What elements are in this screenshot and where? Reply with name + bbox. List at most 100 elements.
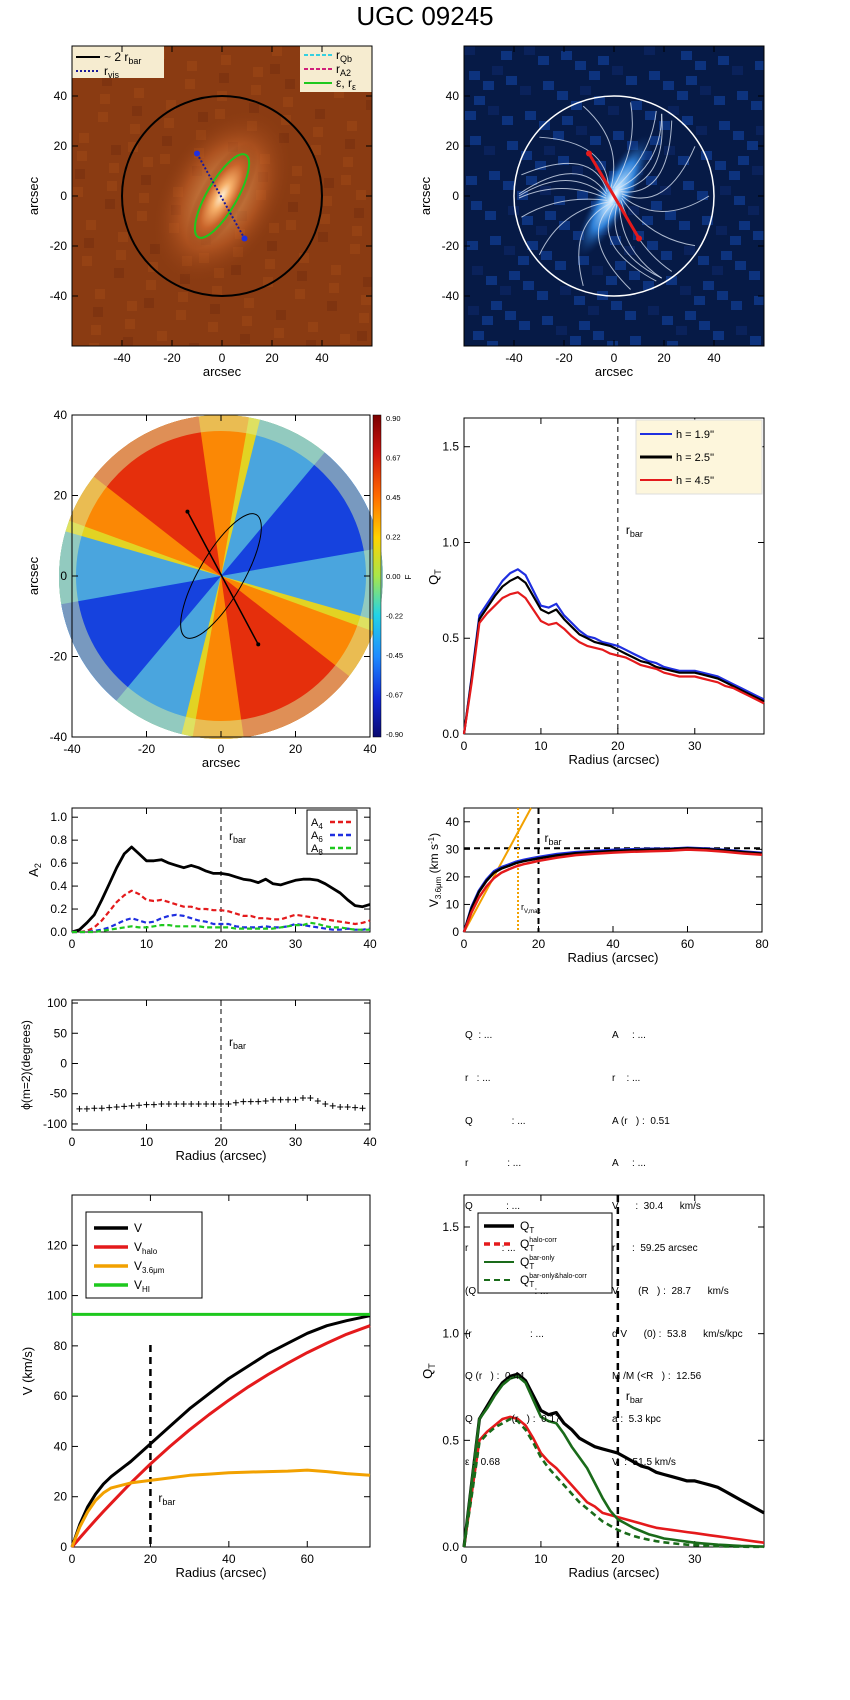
noise-pixel xyxy=(267,241,277,251)
contour-line xyxy=(620,200,673,272)
noise-pixel xyxy=(272,46,282,56)
y-tick-label: 20 xyxy=(446,139,460,153)
rbar-label: rbar xyxy=(545,831,562,847)
stat-row: Q (r ) : 0.17 xyxy=(465,1413,561,1425)
y-tick-label: 0.2 xyxy=(50,902,67,916)
x-tick-label: 60 xyxy=(681,937,695,951)
noise-pixel xyxy=(539,121,550,130)
noise-pixel xyxy=(215,109,225,119)
colorbar-tick-label: 0.67 xyxy=(386,454,401,463)
y-tick-label: 30 xyxy=(446,842,460,856)
noise-pixel xyxy=(719,121,730,130)
stats-right-column: A : ... r : ... A (r ) : 0.51 A : ... V … xyxy=(612,1001,743,1484)
x-axis-label: Radius (arcsec) xyxy=(568,752,659,767)
noise-pixel xyxy=(698,256,709,265)
phase-point xyxy=(165,1101,172,1107)
noise-pixel xyxy=(751,101,762,110)
colorbar-tick-label: 0.22 xyxy=(386,533,401,542)
noise-pixel xyxy=(340,334,350,344)
noise-pixel xyxy=(354,208,364,218)
qt-component-0 xyxy=(462,1372,765,1548)
noise-pixel xyxy=(748,206,759,215)
x-tick-label: 0 xyxy=(69,1552,76,1566)
noise-pixel xyxy=(538,56,549,65)
contour-line xyxy=(518,180,607,197)
qt-component-2 xyxy=(462,1375,765,1548)
noise-pixel xyxy=(487,341,498,346)
noise-pixel xyxy=(701,151,712,160)
contour-line xyxy=(598,203,631,290)
contour-line xyxy=(621,146,696,199)
noise-pixel xyxy=(683,181,694,190)
stat-row: A (r ) : 0.51 xyxy=(612,1115,670,1127)
noise-pixel xyxy=(721,251,732,260)
phase-point xyxy=(210,1101,217,1107)
noise-pixel xyxy=(521,151,532,160)
noise-pixel xyxy=(253,67,263,77)
noise-pixel xyxy=(553,131,564,140)
noise-pixel xyxy=(517,191,528,200)
noise-pixel xyxy=(162,136,172,146)
phase-point xyxy=(314,1097,321,1104)
noise-pixel xyxy=(507,141,518,150)
noise-pixel xyxy=(105,199,115,209)
noise-pixel xyxy=(677,91,688,100)
noise-pixel xyxy=(611,301,622,310)
noise-pixel xyxy=(650,136,661,145)
noise-pixel xyxy=(231,265,241,275)
noise-pixel xyxy=(357,331,367,341)
y-axis-label: V (km/s) xyxy=(20,1347,35,1395)
y-tick-label: -40 xyxy=(442,289,460,303)
phase-point xyxy=(240,1098,247,1105)
y-tick-label: -100 xyxy=(43,1117,67,1131)
noise-pixel xyxy=(285,79,295,89)
y-axis-label: V3.6μm (km s-1) xyxy=(427,833,443,907)
velocity-series-2 xyxy=(462,848,763,933)
noise-pixel xyxy=(545,211,556,220)
legend-box xyxy=(72,46,164,78)
x-tick-label: 80 xyxy=(755,937,769,951)
x-tick-label: 40 xyxy=(606,937,620,951)
x-tick-label: 20 xyxy=(144,1552,158,1566)
phase-point xyxy=(121,1103,128,1110)
noise-pixel xyxy=(572,166,583,175)
noise-pixel xyxy=(544,146,555,155)
noise-pixel xyxy=(730,236,741,245)
stat-row: A : ... xyxy=(612,1030,646,1042)
colorbar-tick-label: -0.67 xyxy=(386,691,403,700)
noise-pixel xyxy=(644,46,655,55)
noise-pixel xyxy=(474,96,485,105)
contour-line xyxy=(614,203,662,279)
phase-point xyxy=(173,1101,180,1107)
noise-pixel xyxy=(753,231,764,240)
x-tick-label: 10 xyxy=(534,739,548,753)
x-tick-label: 40 xyxy=(363,937,377,951)
noise-pixel xyxy=(735,261,746,270)
noise-pixel xyxy=(198,112,208,122)
y-axis-label: QT xyxy=(420,1363,437,1379)
stat-row: a : 5.3 kpc xyxy=(612,1413,661,1425)
colorbar-label: F xyxy=(404,574,413,579)
noise-pixel xyxy=(95,289,105,299)
y-tick-label: 20 xyxy=(54,489,68,503)
noise-pixel xyxy=(651,201,662,210)
noise-pixel xyxy=(144,298,154,308)
noise-pixel xyxy=(270,64,280,74)
amplitude-series-0 xyxy=(71,845,371,934)
x-tick-label: 40 xyxy=(222,1552,236,1566)
noise-pixel xyxy=(750,336,761,345)
noise-pixel xyxy=(470,136,481,145)
noise-pixel xyxy=(685,311,696,320)
noise-pixel xyxy=(288,202,298,212)
noise-pixel xyxy=(558,156,569,165)
noise-pixel xyxy=(680,286,691,295)
x-tick-label: 0 xyxy=(461,937,468,951)
galaxy-bar xyxy=(186,142,258,250)
y-tick-label: 10 xyxy=(446,897,460,911)
stat-row: Q : ... xyxy=(465,1115,526,1127)
noise-pixel xyxy=(660,186,671,195)
noise-pixel xyxy=(318,232,328,242)
phase-point xyxy=(277,1096,284,1103)
x-tick-label: 20 xyxy=(611,1552,625,1566)
noise-pixel xyxy=(606,276,617,285)
